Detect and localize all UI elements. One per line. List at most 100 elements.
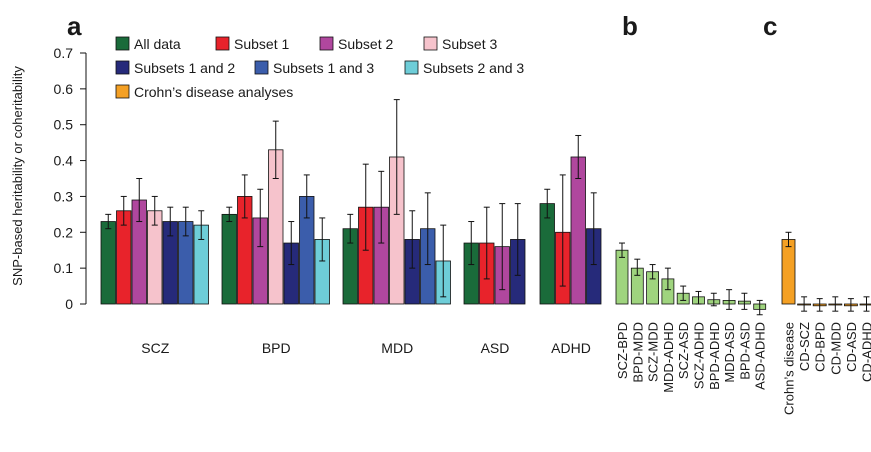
- legend-label-subset-1: Subset 1: [234, 36, 289, 52]
- y-tick-label-4: 0.4: [54, 153, 74, 169]
- legend-swatch-subset-2: [319, 36, 334, 51]
- errorbar-cd-bpd: [816, 298, 823, 312]
- errorbar-bpd-subsets-2-and-3: [319, 217, 326, 262]
- bar-adhd-subset-2: [570, 156, 586, 305]
- x-label-scz-adhd: SCZ-ADHD: [692, 322, 707, 389]
- errorbar-mdd-subsets-1-and-3: [424, 192, 431, 266]
- panel-c-bars: [781, 231, 871, 312]
- bar-cd-adhd: [859, 303, 871, 306]
- y-tick-label-2: 0.2: [54, 224, 74, 240]
- x-label-mdd-adhd: MDD-ADHD: [661, 322, 676, 393]
- y-tick-label-0: 0: [65, 296, 73, 312]
- errorbar-bpd-mdd: [634, 258, 641, 276]
- panel-a-bars: [100, 99, 602, 305]
- legend-label-subsets-1-and-3: Subsets 1 and 3: [273, 60, 374, 76]
- legend-swatch-crohn-s-disease-analyses: [115, 84, 130, 99]
- errorbar-bpd-subset-3: [272, 120, 279, 179]
- errorbar-adhd-all-data: [544, 188, 551, 219]
- x-label-asd: ASD: [481, 340, 510, 356]
- errorbar-bpd-subset-2: [257, 188, 264, 248]
- errorbar-cd-mdd: [832, 296, 839, 312]
- x-label-mdd: MDD: [381, 340, 413, 356]
- x-label-cd-adhd: CD-ADHD: [860, 322, 871, 382]
- errorbar-mdd-asd: [726, 289, 733, 310]
- errorbar-cd-scz: [801, 296, 808, 312]
- x-label-scz-asd: SCZ-ASD: [676, 322, 691, 379]
- x-label-bpd: BPD: [262, 340, 291, 356]
- errorbar-scz-mdd: [649, 264, 656, 280]
- legend-swatch-all-data: [115, 36, 130, 51]
- legend: All data Subset 1 Subset 2 Subset 3 Subsets …: [115, 36, 524, 100]
- errorbar-asd-subset-2: [499, 203, 506, 291]
- panel-label-a: a: [67, 11, 82, 41]
- errorbar-bpd-asd: [741, 292, 748, 310]
- errorbar-mdd-subsets-2-and-3: [440, 224, 447, 298]
- errorbar-bpd-adhd: [710, 292, 717, 307]
- errorbar-asd-subset-1: [483, 206, 490, 280]
- errorbar-scz-subset-3: [151, 195, 158, 226]
- legend-label-subset-3: Subset 3: [442, 36, 497, 52]
- errorbar-adhd-subset-1: [559, 174, 566, 287]
- x-label-bpd-mdd: BPD-MDD: [630, 322, 645, 383]
- errorbar-bpd-subsets-1-and-2: [288, 221, 295, 266]
- legend-swatch-subsets-2-and-3: [404, 60, 419, 75]
- legend-swatch-subset-3: [423, 36, 438, 51]
- legend-label-subsets-2-and-3: Subsets 2 and 3: [423, 60, 524, 76]
- errorbar-scz-bpd: [619, 242, 625, 258]
- x-label-bpd-adhd: BPD-ADHD: [707, 322, 722, 390]
- panel-b-bars: [615, 242, 767, 316]
- bar-scz-bpd: [615, 249, 629, 305]
- x-label-cd-bpd: CD-BPD: [813, 322, 828, 372]
- x-label-cd-mdd: CD-MDD: [828, 322, 843, 375]
- x-label-scz-mdd: SCZ-MDD: [646, 322, 661, 382]
- x-label-cd-asd: CD-ASD: [844, 322, 859, 372]
- errorbar-scz-all-data: [105, 213, 112, 230]
- y-tick-label-3: 0.3: [54, 188, 74, 204]
- errorbar-mdd-subset-1: [362, 163, 369, 251]
- legend-swatch-subsets-1-and-2: [115, 60, 130, 75]
- x-label-scz: SCZ: [141, 340, 169, 356]
- errorbar-bpd-subset-1: [241, 174, 248, 219]
- y-tick-label-1: 0.1: [54, 260, 74, 276]
- legend-label-all-data: All data: [134, 36, 181, 52]
- x-label-scz-bpd: SCZ-BPD: [615, 322, 630, 379]
- errorbar-crohn-s-disease: [785, 231, 792, 248]
- errorbar-mdd-subset-3: [393, 99, 400, 215]
- errorbar-adhd-subsets-1-and-2: [590, 192, 597, 266]
- bar-bpd-all-data: [221, 213, 237, 305]
- legend-label-crohn-s-disease-analyses: Crohn’s disease analyses: [134, 84, 293, 100]
- errorbar-mdd-adhd: [664, 267, 671, 291]
- legend-swatch-subsets-1-and-3: [254, 60, 269, 75]
- legend-label-subset-2: Subset 2: [338, 36, 393, 52]
- x-label-adhd: ADHD: [551, 340, 591, 356]
- errorbar-scz-asd: [680, 285, 687, 301]
- panel-label-c: c: [763, 11, 777, 41]
- bar-adhd-all-data: [539, 203, 555, 305]
- errorbar-mdd-subsets-1-and-2: [409, 210, 416, 269]
- errorbar-mdd-subset-2: [378, 170, 385, 244]
- x-label-asd-adhd: ASD-ADHD: [753, 322, 768, 390]
- errorbar-scz-subsets-1-and-2: [167, 206, 174, 237]
- category-labels: SCZ BPD MDD ASD ADHD SCZ-BPD BPD-MDD SCZ-MDD MDD…: [141, 322, 871, 415]
- errorbar-adhd-subset-2: [575, 134, 582, 179]
- y-tick-label-6: 0.6: [54, 81, 74, 97]
- bar-crohn-s-disease: [781, 239, 796, 305]
- errorbar-scz-subset-1: [120, 195, 127, 226]
- errorbar-mdd-all-data: [347, 213, 354, 244]
- legend-swatch-subset-1: [215, 36, 230, 51]
- bar-scz-all-data: [100, 221, 116, 305]
- legend-label-subsets-1-and-2: Subsets 1 and 2: [134, 60, 235, 76]
- errorbar-cd-adhd: [863, 296, 870, 312]
- y-axis: 0 0.1 0.2 0.3 0.4 0.5 0.6 0.7: [54, 45, 87, 312]
- errorbar-bpd-all-data: [226, 206, 233, 223]
- panel-label-b: b: [622, 11, 638, 41]
- x-label-mdd-asd: MDD-ASD: [722, 322, 737, 383]
- errorbar-cd-asd: [847, 298, 854, 312]
- errorbar-scz-adhd: [695, 290, 702, 305]
- x-label-cd-scz: CD-SCZ: [797, 322, 812, 371]
- x-label-crohn-s-disease: Crohn’s disease: [782, 322, 797, 415]
- errorbar-bpd-subsets-1-and-3: [303, 174, 310, 219]
- errorbar-asd-subsets-1-and-2: [514, 203, 521, 276]
- errorbar-asd-adhd: [756, 299, 763, 316]
